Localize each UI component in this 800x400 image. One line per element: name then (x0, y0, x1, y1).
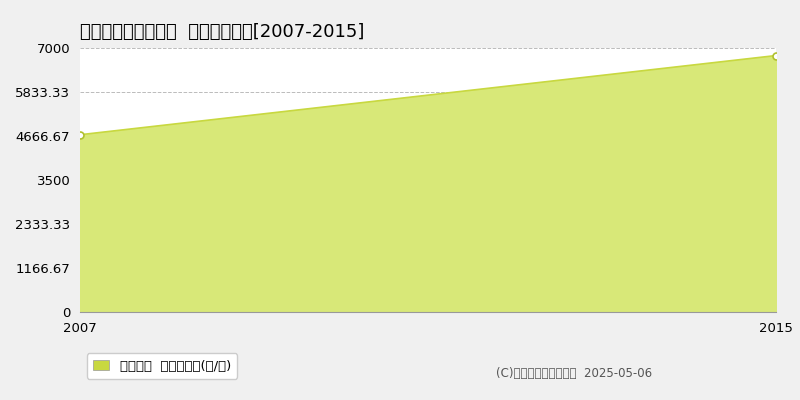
Text: 国頭郡伊江村東江上  林地価格推移[2007-2015]: 国頭郡伊江村東江上 林地価格推移[2007-2015] (80, 23, 364, 41)
Text: (C)土地価格ドットコム  2025-05-06: (C)土地価格ドットコム 2025-05-06 (496, 367, 652, 380)
Legend: 林地価格  平均坪単価(円/坪): 林地価格 平均坪単価(円/坪) (86, 353, 238, 379)
